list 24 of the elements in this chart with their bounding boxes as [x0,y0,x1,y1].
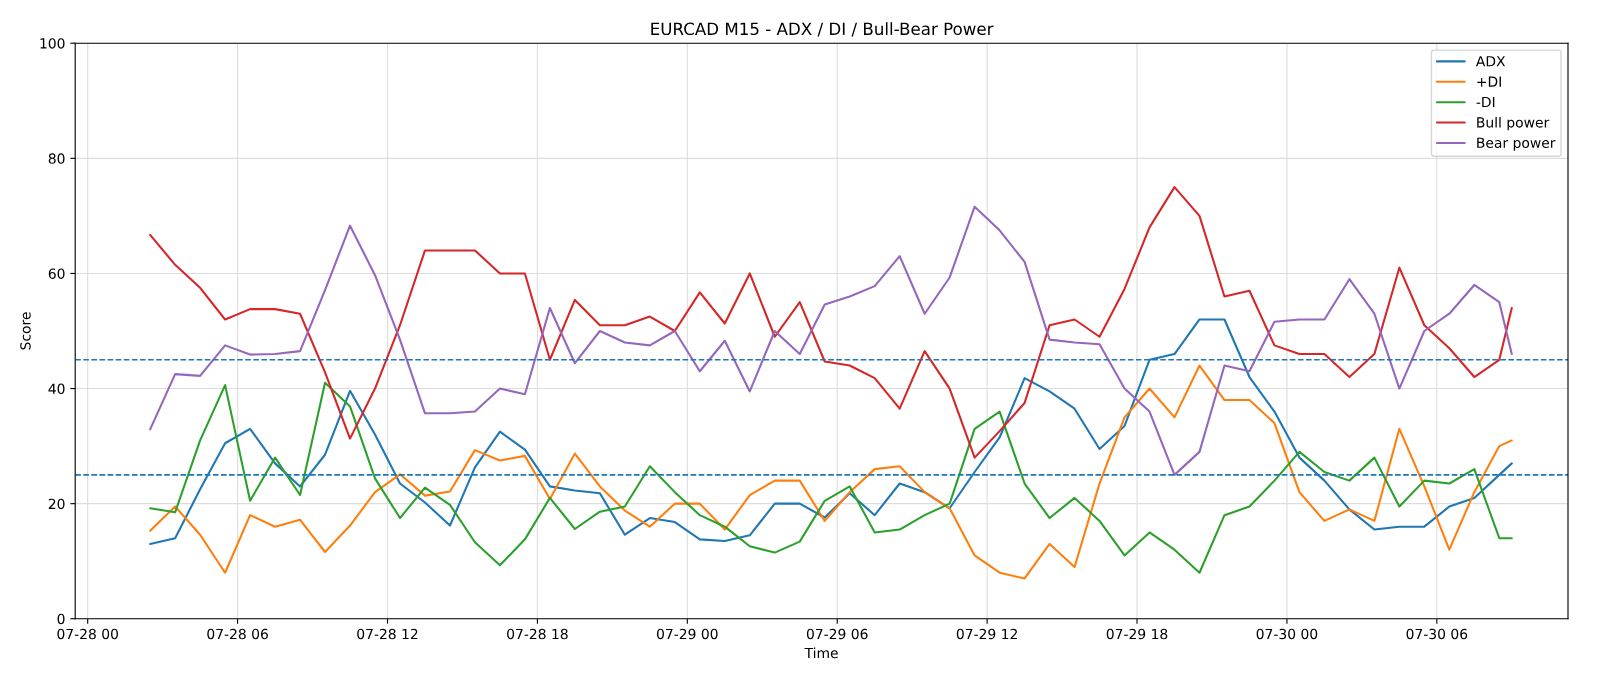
legend-label: -DI [1476,96,1495,108]
x-tick-label: 07-28 00 [57,628,118,640]
legend-label: +DI [1477,76,1501,87]
x-tick-label: 07-28 12 [357,628,418,640]
x-tick-label: 07-28 18 [507,628,568,640]
y-tick-label: 100 [40,38,65,49]
legend-label: ADX [1475,56,1506,67]
chart-title: EURCAD M15 - ADX / DI / Bull-Bear Power [651,22,994,37]
x-tick-label: 07-29 06 [806,628,868,640]
x-tick-label: 07-30 00 [1256,628,1318,640]
legend-label: Bull power [1477,116,1550,131]
y-tick-label: 0 [57,613,65,625]
y-tick-label: 60 [48,268,65,279]
legend-label: Bear power [1477,137,1556,151]
x-tick-label: 07-29 18 [1106,628,1168,640]
x-tick-label: 07-28 06 [207,628,268,640]
y-tick-label: 40 [48,383,65,395]
x-tick-label: 07-29 00 [657,628,718,640]
y-axis-title: Score [20,312,31,350]
y-tick-label: 80 [48,153,65,164]
x-tick-label: 07-30 06 [1406,628,1468,640]
x-axis-title: Time [804,647,838,659]
y-tick-label: 20 [48,498,65,510]
x-tick-label: 07-29 12 [956,628,1017,640]
